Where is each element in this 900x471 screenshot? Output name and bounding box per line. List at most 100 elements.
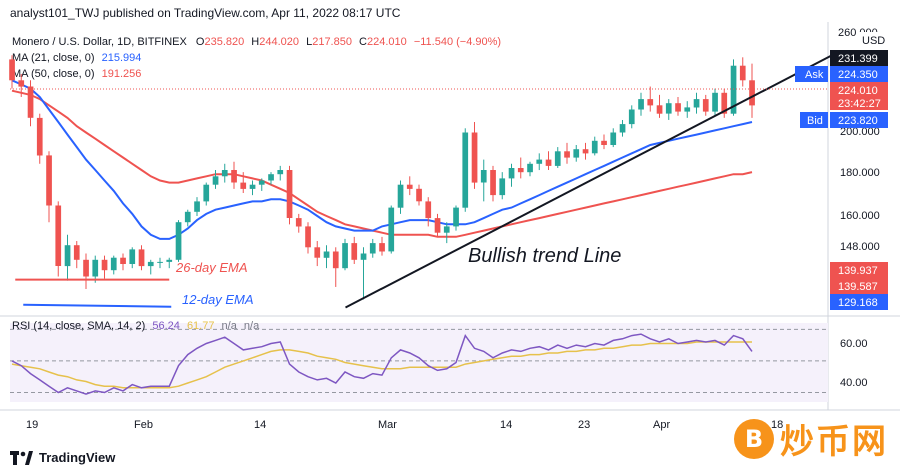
ma50-value: 191.256: [101, 68, 142, 80]
bid-label-bg: [800, 112, 828, 128]
time-tick-14b: 14: [500, 419, 512, 431]
price-tick-200: 200.000: [840, 126, 880, 138]
annotation-lines: [15, 50, 840, 309]
candle-up: [388, 207, 395, 252]
publish-header: analyst101_TWJ published on TradingView.…: [10, 6, 401, 20]
tag-bid: 223.820: [838, 115, 878, 127]
candle-up: [619, 124, 626, 133]
candle-down: [36, 117, 43, 156]
candle-up: [157, 261, 163, 263]
candle-down: [314, 247, 321, 258]
trend-label: Bullish trend Line: [468, 245, 621, 267]
tag-level2: 139.587: [838, 281, 878, 293]
candle-up: [684, 107, 691, 112]
brand-name: TradingView: [39, 450, 116, 465]
ma21-line: [11, 79, 753, 240]
candle-up: [397, 184, 404, 208]
candle-down: [517, 168, 524, 173]
candle-up: [369, 243, 376, 254]
candle-up: [212, 176, 219, 185]
candle-up: [527, 163, 533, 173]
candle-down: [434, 218, 441, 233]
candle-up: [573, 149, 580, 158]
time-tick-18: 18: [771, 419, 783, 431]
candle-down: [406, 184, 413, 189]
tag-ask: 224.350: [838, 69, 878, 81]
candle-down: [305, 226, 311, 248]
tag-bid-bg: [830, 112, 888, 128]
candle-up: [147, 261, 154, 267]
tag-level1: 139.937: [838, 265, 878, 277]
ema26-label: 26-day EMA: [175, 260, 248, 275]
candle-down: [138, 249, 145, 267]
change-value: −11.540 (−4.90%): [413, 36, 502, 48]
tradingview-logo-icon: [10, 450, 33, 465]
candle-down: [471, 132, 478, 183]
candle-down: [379, 243, 385, 252]
low-label: L: [306, 36, 313, 48]
candle-up: [638, 99, 644, 110]
candle-up: [249, 184, 256, 189]
open-label: O: [195, 36, 205, 48]
bullish-trend-line: [345, 50, 840, 309]
rsi-sma-line: [11, 341, 752, 389]
candle-up: [166, 259, 173, 262]
candle-down: [27, 86, 34, 118]
candle-down: [55, 205, 62, 266]
currency-label[interactable]: USD: [862, 35, 885, 47]
candle-up: [110, 257, 117, 271]
candlesticks: [9, 55, 755, 300]
candle-up: [64, 245, 71, 267]
ask-label: Ask: [805, 69, 824, 81]
ma21-value: 215.994: [101, 52, 142, 64]
time-tick-14a: 14: [254, 419, 266, 431]
candle-up: [628, 109, 635, 125]
high-value: 244.020: [259, 36, 300, 48]
tag-countdown: 23:42:27: [838, 98, 881, 110]
close-label: C: [359, 36, 367, 48]
tag-level3-bg: [830, 294, 888, 310]
footer-brand[interactable]: TradingView: [10, 450, 115, 465]
high-label: H: [251, 36, 260, 48]
candle-up: [175, 222, 182, 260]
candle-up: [554, 151, 561, 166]
rsi-na-2: n/a: [243, 320, 260, 332]
ma50-legend[interactable]: MA (50, close, 0) 191.256: [12, 66, 501, 82]
candle-down: [582, 149, 589, 154]
candle-down: [416, 188, 422, 202]
candle-up: [536, 159, 543, 164]
ma21-legend[interactable]: MA (21, close, 0) 215.994: [12, 50, 501, 66]
rsi-value: 56.24: [152, 320, 180, 332]
candle-up: [203, 184, 210, 202]
candle-down: [73, 245, 80, 260]
watermark-text: 炒币网: [780, 422, 888, 462]
candle-down: [656, 105, 663, 114]
candle-up: [194, 201, 200, 212]
candle-up: [480, 170, 487, 183]
candle-up: [258, 180, 265, 185]
rsi-band: [10, 323, 828, 402]
candle-down: [490, 170, 496, 196]
candle-down: [601, 140, 607, 145]
rsi-sma-value: 61.77: [186, 320, 215, 332]
price-tick-180: 180.000: [840, 167, 880, 179]
candle-up: [499, 178, 506, 196]
rsi-tick-40: 40.00: [840, 377, 868, 389]
rsi-legend[interactable]: RSI (14, close, SMA, 14, 2) 56.24 61.77 …: [12, 320, 259, 332]
candle-up: [453, 207, 459, 227]
candle-up: [184, 211, 191, 223]
usd-bg: [856, 32, 888, 48]
ask-label-bg: [795, 66, 828, 82]
candle-up: [268, 174, 274, 181]
rsi-label: RSI (14, close, SMA, 14, 2): [12, 320, 146, 332]
candle-down: [702, 99, 709, 112]
tag-last-high-bg: [830, 50, 888, 66]
candle-down: [18, 80, 25, 87]
candle-down: [332, 251, 339, 269]
candle-down: [749, 80, 755, 106]
ema12-label: 12-day EMA: [182, 292, 254, 307]
candle-down: [240, 182, 247, 189]
candle-down: [9, 59, 15, 81]
candle-down: [545, 159, 552, 166]
